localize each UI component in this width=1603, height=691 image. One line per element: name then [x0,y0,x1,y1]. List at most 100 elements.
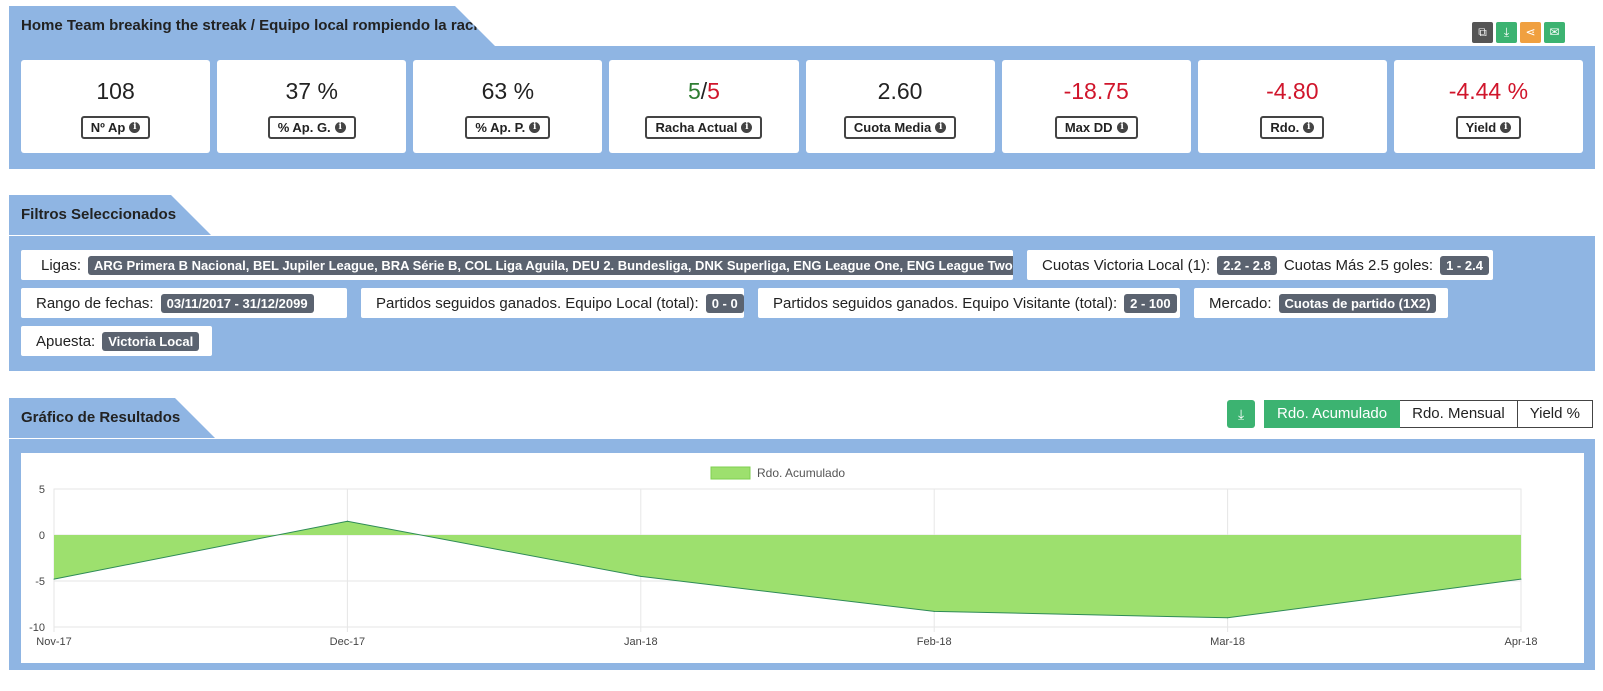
stat-label-text: Nº Ap [90,120,126,135]
info-icon[interactable]: i [334,122,346,133]
chart-panel: 5 0 -5 -10 Nov-17 Dec-17 Jan-18 Feb-18 Mar-18 Apr… [9,439,1595,670]
share-button[interactable]: ⋖ [1520,22,1541,43]
stat-value-separator: / [700,78,708,104]
stat-label-text: Racha Actual [655,120,738,135]
stat-card: -4.80 Rdo. i [1197,60,1387,153]
mail-icon: ✉ [1549,25,1560,39]
stats-panel: 108 Nº Ap i 37 %% Ap. G. i 63 %% Ap. P. i 5/5 Ra… [9,46,1595,169]
apuesta-label: Apuesta: [36,332,96,350]
mercado-label: Mercado: [1209,294,1272,312]
stat-label-button[interactable]: % Ap. P. i [465,116,551,139]
stat-value-won: 5 [687,78,701,104]
filter-apuesta: Apuesta: Victoria Local [21,326,212,356]
info-icon[interactable]: i [1116,122,1128,133]
stat-card: 5/5 Racha Actual i [609,60,799,153]
data-point [933,610,935,612]
data-point [53,578,55,580]
stat-label-button[interactable]: Racha Actual i [645,116,763,139]
filter-mercado: Mercado: Cuotas de partido (1X2) [1194,288,1448,318]
copy-icon: ⧉ [1478,25,1487,39]
filter-fechas: Rango de fechas: 03/11/2017 - 31/12/2099 [21,288,347,318]
stat-value: -4.44 % [1448,78,1529,104]
cuotas-local-label: Cuotas Victoria Local (1): [1042,256,1211,274]
x-tick-label: Nov-17 [36,636,71,648]
results-chart: 5 0 -5 -10 Nov-17 Dec-17 Jan-18 Feb-18 Mar-18 Apr… [29,466,1537,648]
stat-card: -4.44 % Yield i [1393,60,1583,153]
page-title: Home Team breaking the streak / Equipo l… [9,6,495,46]
stat-value: 108 [96,78,135,104]
tab-rdo-acumulado[interactable]: Rdo. Acumulado [1264,400,1401,428]
stat-card: 2.60 Cuota Media i [805,60,995,153]
stat-value: 5/5 [688,76,720,106]
stat-label-text: Max DD [1064,120,1113,135]
tab-rdo-mensual[interactable]: Rdo. Mensual [1400,400,1518,428]
local-label: Partidos seguidos ganados. Equipo Local … [376,294,699,312]
stat-label-text: Yield [1465,120,1497,135]
visitante-label: Partidos seguidos ganados. Equipo Visita… [773,294,1118,312]
fechas-chip: 03/11/2017 - 31/12/2099 [160,293,314,313]
info-icon[interactable]: i [741,122,753,133]
filter-visitante: Partidos seguidos ganados. Equipo Visita… [758,288,1180,318]
stat-value: -4.80 [1266,78,1319,104]
y-tick-label: 0 [39,530,45,542]
y-tick-label: -10 [29,622,45,634]
stat-value: -18.75 [1063,78,1129,104]
filter-ligas: Ligas: ARG Primera B Nacional, BEL Jupil… [21,250,1013,280]
stat-card: -18.75 Max DD i [1001,60,1191,153]
cuotas-local-chip: 2.2 - 2.8 [1217,255,1277,275]
data-point [1227,617,1229,619]
legend-label: Rdo. Acumulado [757,466,845,480]
download-button[interactable]: ⤓ [1496,22,1517,43]
x-tick-label: Feb-18 [917,636,952,648]
y-tick-label: -5 [35,576,45,588]
info-icon[interactable]: i [935,122,947,133]
info-icon[interactable]: i [1303,122,1315,133]
x-tick-label: Jan-18 [624,636,658,648]
cuotas-goles-chip: 1 - 2.4 [1440,255,1489,275]
stats-section: Home Team breaking the streak / Equipo l… [9,6,1595,170]
filters-panel: Ligas: ARG Primera B Nacional, BEL Jupil… [9,236,1595,371]
stat-value-total: 5 [707,78,720,104]
download-icon: ⤓ [1237,406,1245,422]
stat-label-text: Rdo. [1270,120,1300,135]
stat-card: 63 % % Ap. P. i [413,60,603,153]
share-icon: ⋖ [1525,25,1536,39]
filter-local: Partidos seguidos ganados. Equipo Local … [361,288,744,318]
results-title: Gráfico de Resultados [9,398,215,438]
x-tick-label: Mar-18 [1210,636,1245,648]
mail-button[interactable]: ✉ [1544,22,1565,43]
stat-label-text: % Ap. P. [475,120,526,135]
toolbar: ⧉ ⤓ ⋖ ✉ [1472,22,1565,43]
info-icon[interactable]: i [1500,122,1512,133]
stat-label-button[interactable]: Nº Ap i [80,116,151,139]
legend-swatch [710,466,751,480]
stat-label-button[interactable]: Cuota Media i [843,116,957,139]
apuesta-chip: Victoria Local [102,331,200,351]
tab-yield[interactable]: Yield % [1517,400,1593,428]
stat-label-button[interactable]: Yield i [1455,116,1522,139]
stat-value: 37 % [285,78,338,104]
filters-section: Filtros Seleccionados Ligas: ARG Primera… [9,195,1595,372]
info-icon[interactable]: i [529,122,541,133]
stat-label-text: Cuota Media [853,120,932,135]
x-tick-label: Dec-17 [330,636,365,648]
stat-card: 37 % % Ap. G. i [217,60,407,153]
stat-label-button[interactable]: Rdo. i [1260,116,1325,139]
area-fill [54,521,1521,618]
chart-download-button[interactable]: ⤓ [1227,400,1256,428]
series-line [53,520,1522,619]
fechas-label: Rango de fechas: [36,294,154,312]
filters-title: Filtros Seleccionados [9,195,211,235]
visitante-chip: 2 - 100 [1124,293,1177,313]
info-icon[interactable]: i [129,122,141,133]
x-tick-label: Apr-18 [1504,636,1537,648]
ligas-chip: ARG Primera B Nacional, BEL Jupiler Leag… [88,255,1013,275]
copy-button[interactable]: ⧉ [1472,22,1493,43]
stat-label-button[interactable]: Max DD i [1054,116,1138,139]
stat-label-button[interactable]: % Ap. G. i [267,116,356,139]
local-chip: 0 - 0 [705,293,744,313]
data-point [346,520,348,522]
stat-value: 2.60 [877,78,923,104]
data-point [640,575,642,577]
results-section: Gráfico de Resultados ⤓ Rdo. Acumulado R… [9,398,1595,688]
